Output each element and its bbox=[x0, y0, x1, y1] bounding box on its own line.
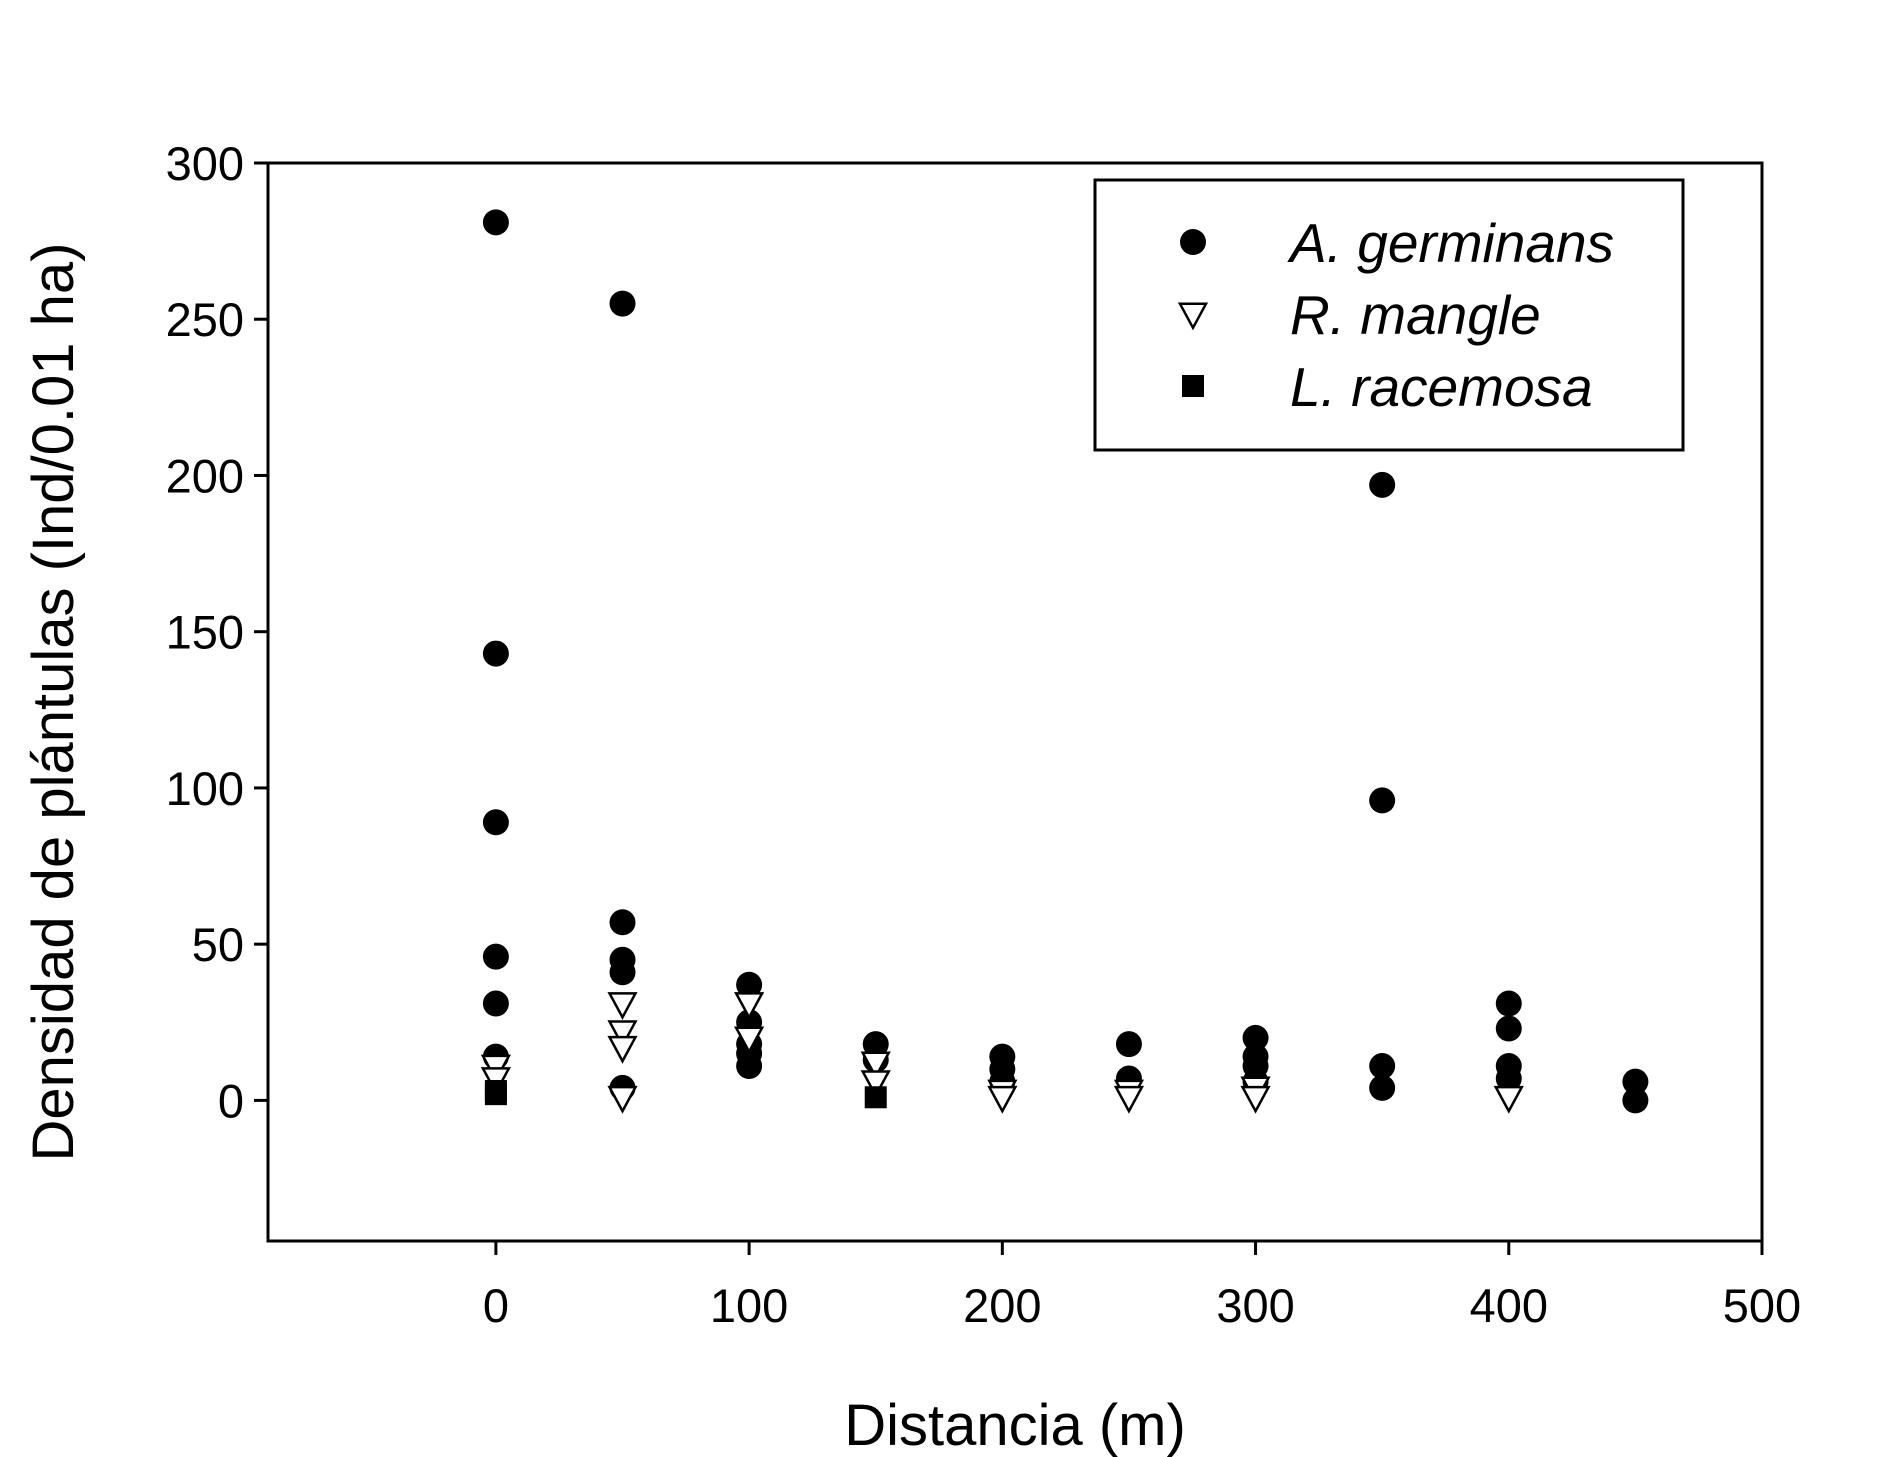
y-tick-label: 150 bbox=[166, 606, 244, 659]
data-point bbox=[1115, 1031, 1142, 1058]
x-tick-label: 0 bbox=[483, 1279, 509, 1332]
x-axis-title: Distancia (m) bbox=[844, 1393, 1186, 1457]
data-point bbox=[1242, 1024, 1269, 1051]
x-tick-label: 400 bbox=[1470, 1279, 1548, 1332]
y-tick-label: 200 bbox=[166, 449, 244, 502]
data-point bbox=[482, 640, 509, 667]
data-point bbox=[482, 209, 509, 236]
data-point bbox=[1240, 1085, 1271, 1114]
legend-label-r-mangle: R. mangle bbox=[1290, 284, 1541, 346]
y-tick-label: 100 bbox=[166, 762, 244, 815]
data-points bbox=[480, 209, 1649, 1114]
data-point bbox=[609, 290, 636, 317]
x-tick-label: 200 bbox=[963, 1279, 1041, 1332]
data-point bbox=[1493, 1085, 1524, 1114]
data-point bbox=[1369, 471, 1396, 498]
y-tick-label: 0 bbox=[218, 1074, 244, 1127]
data-point bbox=[1495, 990, 1522, 1017]
data-point bbox=[1622, 1087, 1649, 1114]
legend: A. germinans R. mangle L. racemosa bbox=[1093, 178, 1685, 452]
data-point bbox=[1622, 1068, 1649, 1095]
legend-symbols bbox=[1177, 229, 1209, 397]
data-point bbox=[482, 809, 509, 836]
y-axis-title: Densidad de plántulas (Ind/0.01 ha) bbox=[21, 243, 86, 1162]
data-point bbox=[1113, 1085, 1145, 1114]
data-point bbox=[860, 1051, 891, 1080]
data-point bbox=[1369, 787, 1396, 814]
legend-label-l-racemosa: L. racemosa bbox=[1290, 356, 1593, 418]
y-axis: 0 50 100 150 200 250 300 bbox=[166, 137, 268, 1127]
legend-label-a-germinans: A. germinans bbox=[1287, 212, 1614, 274]
x-tick-label: 300 bbox=[1216, 1279, 1294, 1332]
data-point bbox=[864, 1086, 887, 1109]
series-1 bbox=[480, 992, 1524, 1114]
y-tick-label: 50 bbox=[192, 918, 244, 971]
data-point bbox=[1495, 1015, 1522, 1042]
series-2 bbox=[484, 1080, 887, 1109]
y-tick-label: 250 bbox=[166, 293, 244, 346]
y-tick-label: 300 bbox=[166, 137, 244, 190]
data-point bbox=[607, 1085, 638, 1114]
data-point bbox=[736, 971, 763, 998]
data-point bbox=[484, 1083, 507, 1106]
data-point bbox=[1495, 1065, 1522, 1092]
data-point bbox=[860, 1070, 891, 1099]
legend-symbol bbox=[1177, 302, 1209, 331]
plot-frame bbox=[266, 161, 1764, 1243]
data-point bbox=[609, 909, 636, 936]
data-point bbox=[1369, 1053, 1396, 1080]
data-point bbox=[1369, 1074, 1396, 1101]
x-tick-label: 100 bbox=[710, 1279, 788, 1332]
data-point bbox=[734, 1026, 765, 1055]
legend-symbol bbox=[1180, 229, 1206, 255]
data-point bbox=[482, 990, 509, 1017]
x-tick-label: 500 bbox=[1723, 1279, 1801, 1332]
data-point bbox=[607, 1035, 638, 1064]
data-point bbox=[736, 1053, 763, 1080]
data-point bbox=[734, 992, 765, 1020]
legend-symbol bbox=[1182, 375, 1204, 397]
data-point bbox=[987, 1085, 1018, 1114]
x-axis: 0 100 200 300 400 500 bbox=[483, 1241, 1801, 1332]
data-point bbox=[607, 1020, 638, 1049]
data-point bbox=[609, 959, 636, 986]
data-point bbox=[482, 943, 509, 970]
data-point bbox=[607, 992, 638, 1020]
